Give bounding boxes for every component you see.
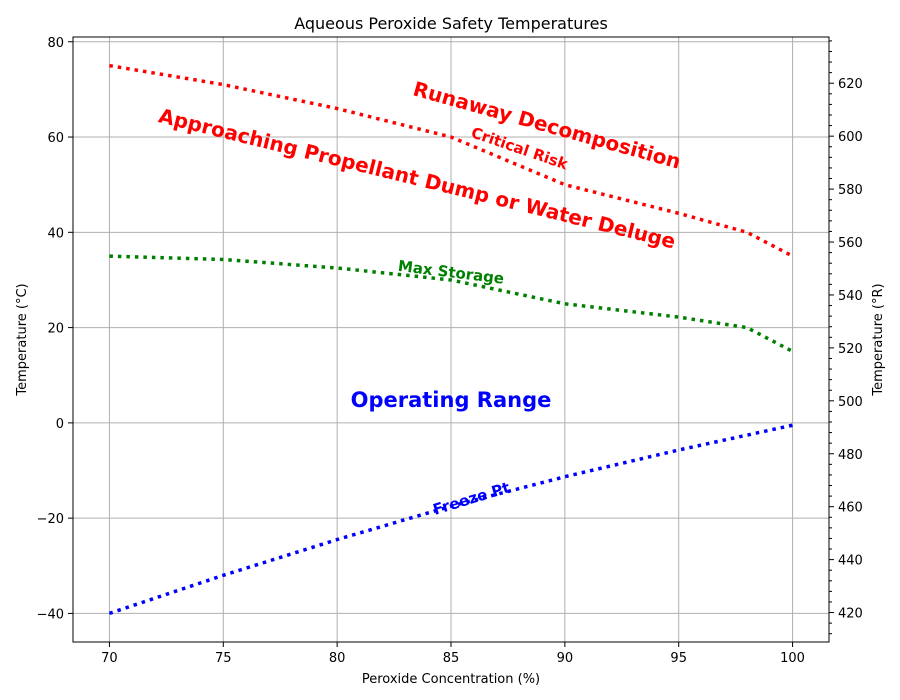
- y-tick-label: 60: [47, 131, 64, 146]
- y-tick-label: 0: [56, 417, 64, 432]
- annotation-freeze-pt: Freeze Pt: [431, 478, 512, 518]
- axis-ticks: 70 75 80 85 90 95 100 −40 −20 0 20 40 60 80 420 440 460 4…: [37, 36, 863, 666]
- y2-tick-label: 540: [838, 289, 863, 304]
- annotation-approaching-propellant-dump-or-water-deluge: Approaching Propellant Dump or Water Del…: [156, 103, 678, 253]
- x-axis-label: Peroxide Concentration (%): [362, 672, 540, 687]
- x-tick-label: 70: [101, 651, 118, 666]
- y2-tick-label: 620: [838, 77, 863, 92]
- y2-tick-label: 420: [838, 607, 863, 622]
- y2-tick-label: 480: [838, 448, 863, 463]
- y-tick-label: −40: [37, 607, 64, 622]
- x-tick-label: 95: [670, 651, 687, 666]
- y2-tick-label: 520: [838, 342, 863, 357]
- y-tick-label: −20: [37, 512, 64, 527]
- chart-title: Aqueous Peroxide Safety Temperatures: [294, 14, 608, 33]
- x-tick-label: 90: [557, 651, 574, 666]
- x-tick-label: 80: [329, 651, 346, 666]
- y-axis-label-right: Temperature (°R): [871, 283, 886, 396]
- y-axis-label-left: Temperature (°C): [15, 283, 30, 396]
- y2-tick-label: 460: [838, 501, 863, 516]
- annotation-operating-range: Operating Range: [351, 388, 552, 412]
- y-tick-label: 40: [47, 226, 64, 241]
- y2-tick-label: 500: [838, 395, 863, 410]
- series-line-freeze-pt: [108, 423, 793, 616]
- y-tick-label: 20: [47, 322, 64, 337]
- x-tick-label: 75: [215, 651, 232, 666]
- series-lines: [108, 63, 794, 616]
- y2-tick-label: 560: [838, 236, 863, 251]
- series-line-max-storage: [109, 254, 794, 353]
- x-tick-label: 100: [780, 651, 805, 666]
- y-tick-label: 80: [47, 36, 64, 51]
- series-line-critical-risk: [109, 63, 794, 258]
- x-tick-label: 85: [443, 651, 460, 666]
- y2-tick-label: 440: [838, 554, 863, 569]
- y2-tick-label: 600: [838, 130, 863, 145]
- y2-tick-label: 580: [838, 183, 863, 198]
